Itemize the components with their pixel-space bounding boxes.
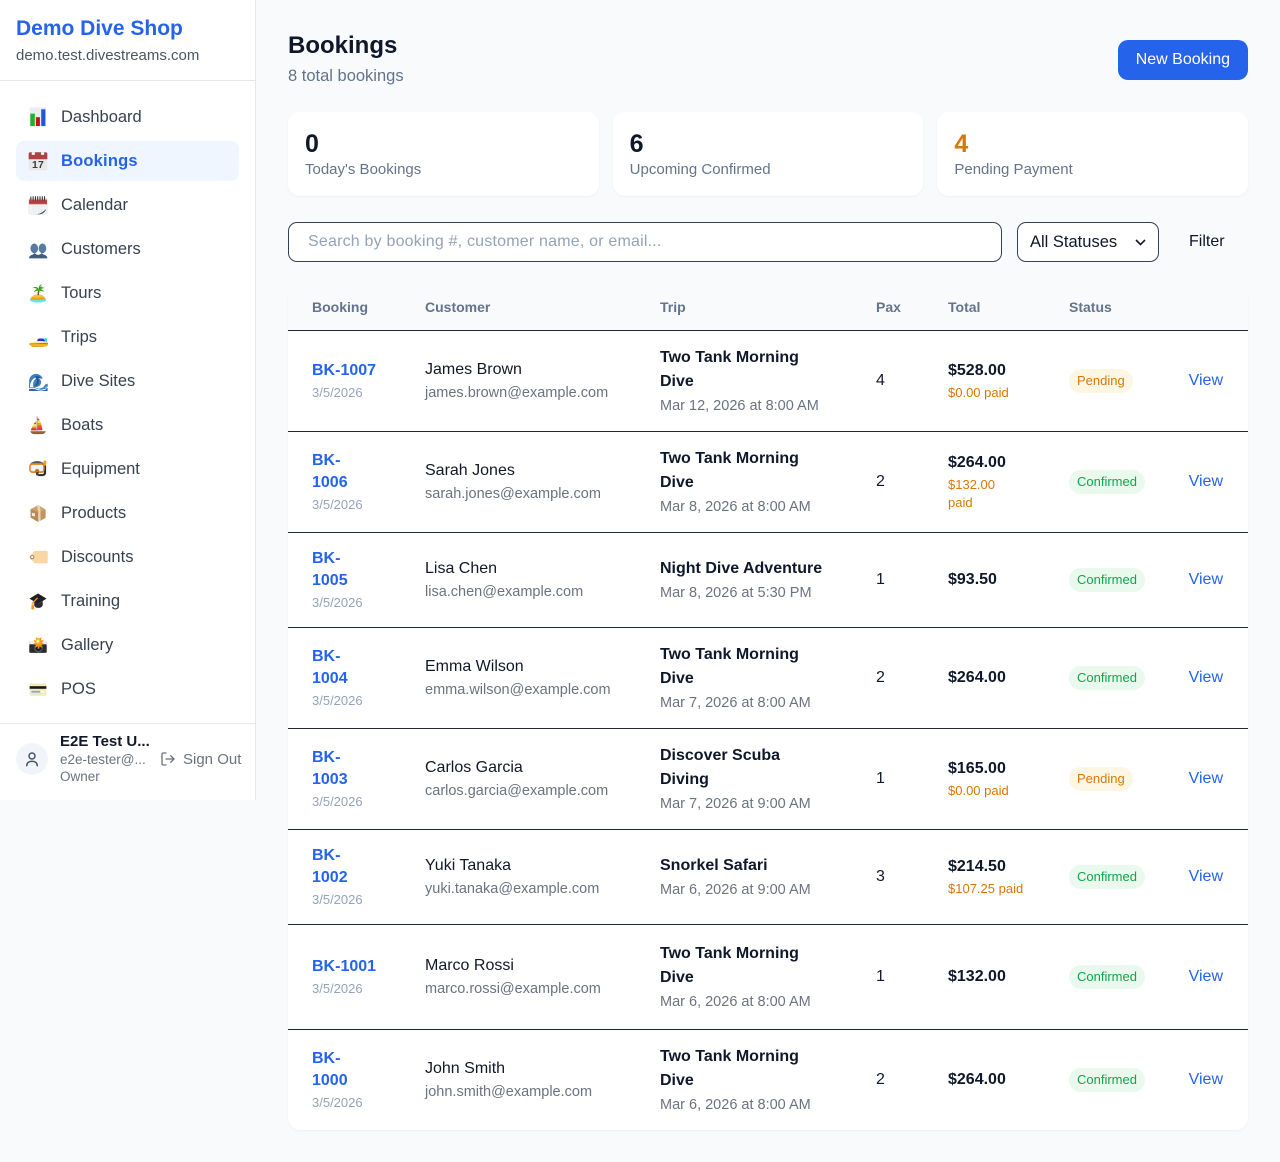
svg-text:17: 17 xyxy=(32,160,44,171)
